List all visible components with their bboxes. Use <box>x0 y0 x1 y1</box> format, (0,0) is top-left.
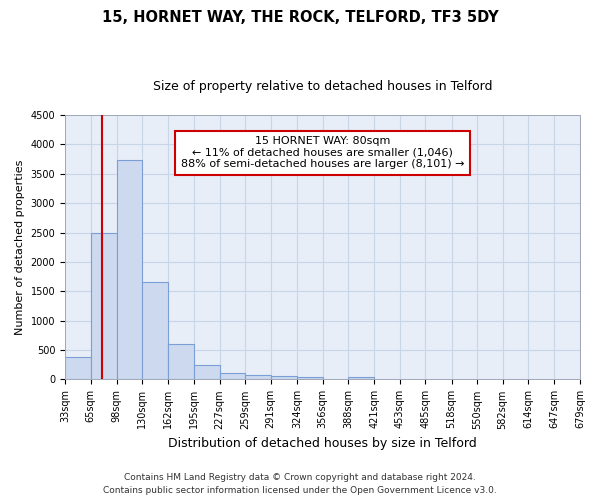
Bar <box>168 344 194 380</box>
Y-axis label: Number of detached properties: Number of detached properties <box>15 160 25 335</box>
Bar <box>117 160 142 380</box>
Text: 15 HORNET WAY: 80sqm
← 11% of detached houses are smaller (1,046)
88% of semi-de: 15 HORNET WAY: 80sqm ← 11% of detached h… <box>181 136 464 170</box>
Bar <box>297 376 323 380</box>
Bar <box>65 357 91 380</box>
Text: Contains HM Land Registry data © Crown copyright and database right 2024.
Contai: Contains HM Land Registry data © Crown c… <box>103 474 497 495</box>
Bar <box>348 376 374 380</box>
Bar <box>271 376 297 380</box>
Bar <box>194 366 220 380</box>
Bar <box>91 232 117 380</box>
Text: 15, HORNET WAY, THE ROCK, TELFORD, TF3 5DY: 15, HORNET WAY, THE ROCK, TELFORD, TF3 5… <box>101 10 499 25</box>
Bar <box>220 373 245 380</box>
X-axis label: Distribution of detached houses by size in Telford: Distribution of detached houses by size … <box>168 437 477 450</box>
Bar <box>245 376 271 380</box>
Bar <box>142 282 168 380</box>
Title: Size of property relative to detached houses in Telford: Size of property relative to detached ho… <box>153 80 492 93</box>
